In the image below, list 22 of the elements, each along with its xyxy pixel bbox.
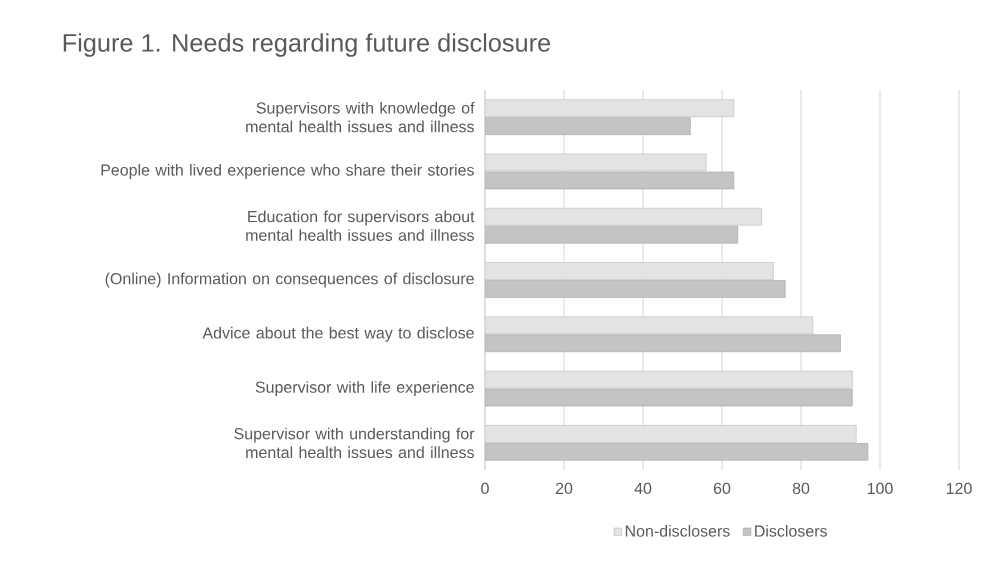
x-tick-label: 0 — [481, 482, 489, 495]
legend-label: Disclosers — [755, 525, 827, 537]
x-tick-label: 100 — [867, 482, 893, 495]
bar — [485, 225, 739, 244]
x-tick-label: 20 — [555, 482, 573, 495]
legend-label: Non-disclosers — [625, 525, 730, 537]
y-tick-label: People with lived experience who share their stories — [101, 163, 474, 179]
y-tick-label: Supervisor with understanding for mental health issues and illness — [234, 427, 475, 459]
bar — [485, 334, 841, 353]
x-tick-label: 40 — [634, 482, 652, 495]
y-tick-label: Education for supervisors about mental health issues and illness — [246, 210, 475, 241]
bar — [485, 443, 869, 461]
y-tick-label: Supervisors with knowledge of mental health issues and illness — [246, 101, 475, 133]
x-tick-label: 120 — [946, 482, 972, 495]
chart-title: Figure 1. Needs regarding future disclosure — [63, 33, 551, 57]
y-tick-label: Supervisor with life experience — [255, 381, 474, 397]
bar — [485, 280, 786, 298]
bar — [485, 117, 691, 135]
x-tick-label: 80 — [792, 482, 810, 495]
y-tick-label: (Online) Information on consequences of disclosure — [105, 272, 474, 288]
y-tick-label: Advice about the best way to disclose — [202, 326, 474, 342]
x-tick-label: 60 — [713, 482, 731, 495]
